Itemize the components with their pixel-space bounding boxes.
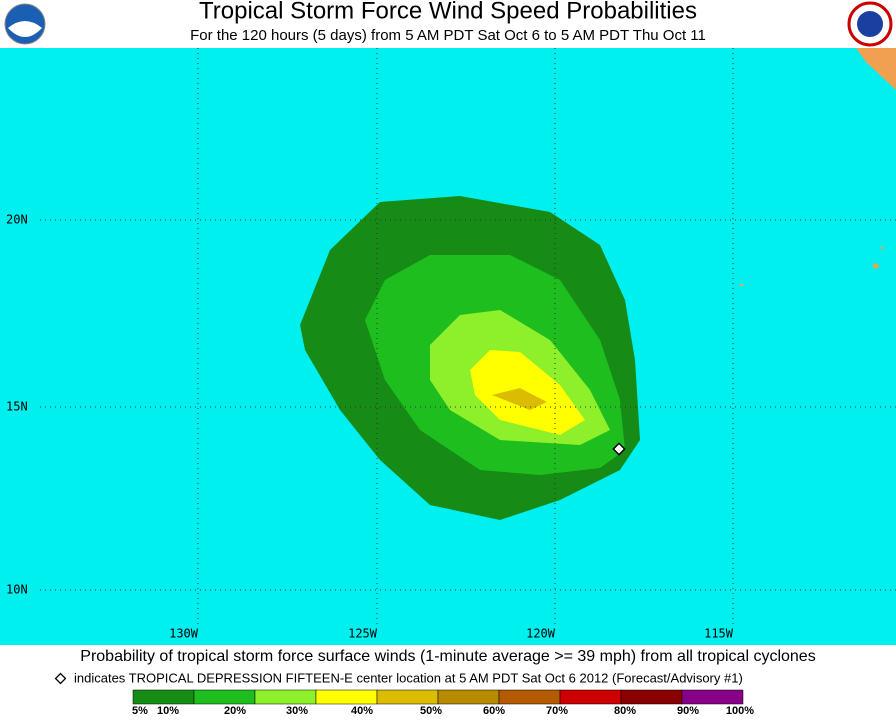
legend-label: 10% (157, 705, 179, 716)
latitude-label: 20N (6, 213, 28, 227)
legend-label: 90% (677, 705, 699, 716)
legend-swatch (132, 689, 195, 705)
title: Tropical Storm Force Wind Speed Probabil… (199, 0, 697, 24)
legend: 5% 10% 20% 30% 40% 50% 60% 70% 80% 90% 100% (132, 689, 754, 717)
graticule: 20N 15N 10N 130W 125W 120W 115W (6, 48, 896, 641)
nws-logo (847, 1, 893, 47)
storm-center (612, 442, 626, 456)
legend-label: 50% (420, 705, 442, 716)
caption: Probability of tropical storm force surf… (80, 648, 815, 665)
legend-swatch (254, 689, 317, 705)
latitude-label: 10N (6, 583, 28, 597)
legend-label: 80% (614, 705, 636, 716)
legend-swatch (376, 689, 439, 705)
longitude-label: 130W (169, 627, 199, 641)
legend-swatch (315, 689, 378, 705)
coastline (856, 48, 896, 90)
legend-swatch (620, 689, 683, 705)
legend-label: 20% (224, 705, 246, 716)
storm-symbol (54, 672, 67, 685)
note: indicates TROPICAL DEPRESSION FIFTEEN-E … (74, 670, 743, 685)
legend-swatch (193, 689, 256, 705)
longitude-label: 120W (526, 627, 556, 641)
legend-label: 70% (546, 705, 568, 716)
legend-swatch (498, 689, 561, 705)
subtitle: For the 120 hours (5 days) from 5 AM PDT… (190, 27, 706, 44)
legend-label: 100% (726, 705, 754, 716)
legend-label: 30% (286, 705, 308, 716)
noaa-logo (4, 3, 46, 45)
legend-label: 5% (132, 705, 148, 716)
longitude-label: 115W (704, 627, 734, 641)
latitude-label: 15N (6, 400, 28, 414)
longitude-label: 125W (348, 627, 378, 641)
legend-label: 60% (483, 705, 505, 716)
legend-label: 40% (351, 705, 373, 716)
legend-swatch (437, 689, 500, 705)
legend-swatch (559, 689, 622, 705)
legend-swatch (681, 689, 744, 705)
